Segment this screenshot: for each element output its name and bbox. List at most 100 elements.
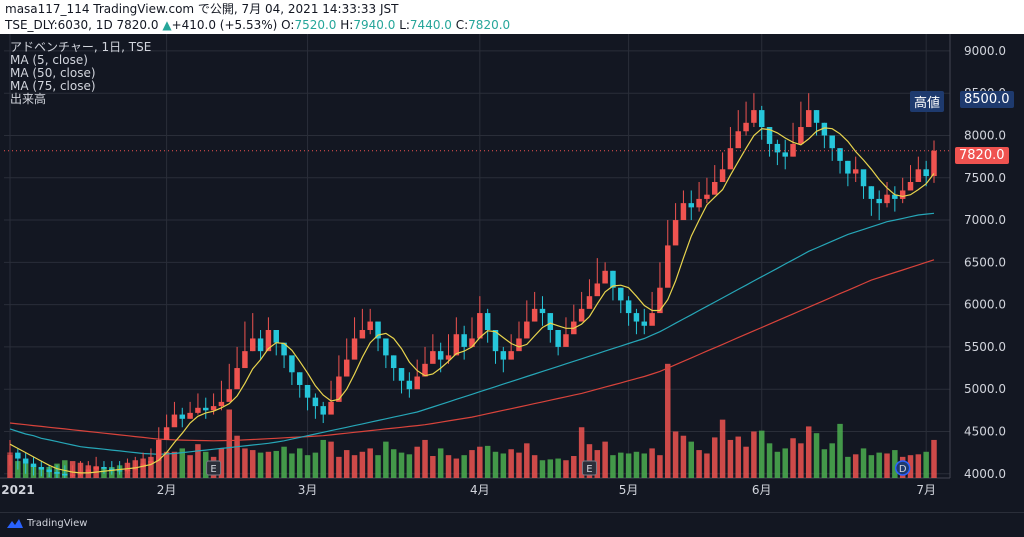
volume-bar (547, 459, 554, 478)
candle-body (782, 152, 788, 157)
candle-body (907, 182, 914, 191)
candle-body (343, 359, 350, 377)
candle-body (743, 122, 749, 132)
x-tick-label: 2月 (157, 483, 177, 497)
volume-bar (187, 455, 193, 478)
candle-body (657, 287, 663, 314)
last-price: 7820.0 (116, 18, 159, 32)
volume-bar (680, 435, 687, 478)
volume-bar (250, 450, 256, 478)
candle-body (7, 452, 13, 454)
candle-body (273, 330, 279, 343)
x-tick-label: 6月 (752, 483, 772, 497)
candle-body (899, 190, 906, 199)
candle-body (30, 463, 37, 468)
volume-bar (163, 451, 170, 478)
candle-body (680, 203, 687, 221)
candle-body (148, 461, 154, 464)
volume-bar (657, 455, 663, 478)
candle-body (85, 469, 92, 473)
volume-bar (7, 454, 13, 478)
candle-body (210, 406, 217, 411)
volume-bar (304, 455, 311, 478)
candle-body (719, 169, 726, 182)
candle-body (54, 472, 60, 474)
volume-bar (774, 451, 781, 478)
chart-area[interactable]: 4000.0 4500.0 5000.0 5500.0 6000.0 6500.0 7000… (0, 34, 1024, 512)
candle-body (555, 330, 561, 347)
legend-ma50[interactable]: MA (50, close) (10, 66, 96, 80)
candle-body (641, 321, 648, 326)
candle-body (531, 308, 538, 322)
low-label: L: (399, 18, 410, 32)
candle-body (359, 330, 366, 339)
candle-body (430, 351, 436, 364)
volume-bar (790, 438, 796, 478)
ma5-line (9, 127, 935, 474)
volume-bar (359, 451, 366, 478)
brand-label: TradingView (27, 517, 88, 529)
volume-bar (845, 456, 851, 478)
candle-body (328, 401, 334, 415)
candle-body (868, 186, 875, 199)
volume-bar (351, 455, 358, 478)
volume-bar (218, 448, 225, 478)
x-tick-label: 4月 (470, 483, 490, 497)
change-value: +410.0 (+5.53%) (171, 18, 278, 32)
y-tick-label: 9000.0 (964, 44, 1006, 58)
volume-bar (727, 439, 734, 478)
legend-volume[interactable]: 出来高 (10, 92, 47, 106)
candle-body (187, 412, 193, 419)
candle-body (594, 283, 601, 297)
volume-bar (688, 441, 694, 478)
volume-bar (868, 455, 875, 478)
legend-ma75[interactable]: MA (75, close) (10, 79, 96, 93)
volume-bar (915, 454, 922, 478)
volume-bar (923, 451, 929, 478)
volume-bar (852, 454, 859, 478)
tradingview-logo[interactable]: TradingView (6, 517, 87, 529)
volume-bar (265, 451, 272, 478)
volume-bar (500, 453, 507, 478)
candle-body (406, 380, 413, 390)
volume-bar (578, 427, 585, 478)
candle-body (618, 287, 624, 301)
volume-bar (594, 450, 601, 478)
candle-body (46, 469, 52, 473)
volume-bar (665, 363, 671, 478)
candle-body (281, 342, 287, 356)
candle-body (93, 467, 99, 470)
price-chart[interactable]: 4000.0 4500.0 5000.0 5500.0 6000.0 6500.0 7000… (0, 34, 1024, 512)
volume-bar (641, 453, 648, 478)
candle-body (477, 313, 483, 339)
candle-body (203, 407, 209, 411)
y-tick-label: 5500.0 (964, 340, 1006, 354)
candle-body (226, 389, 232, 402)
volume-bar (837, 423, 843, 478)
volume-bar (437, 448, 444, 478)
candle-body (829, 135, 835, 149)
volume-bar (571, 456, 577, 478)
y-tick-label: 7000.0 (964, 213, 1006, 227)
candle-body (234, 368, 240, 390)
candle-body (453, 334, 460, 356)
volume-bar (649, 448, 655, 478)
volume-bar (766, 443, 773, 478)
candle-body (860, 169, 867, 187)
volume-bar (445, 455, 452, 478)
volume-bar (281, 446, 287, 478)
high-tag-value: 8500.0 (960, 91, 1014, 108)
volume-bar (179, 448, 186, 478)
candle-body (516, 338, 522, 352)
candle-body (852, 169, 859, 174)
volume-bar (477, 446, 483, 478)
change-arrow-icon: ▲ (162, 18, 172, 32)
candle-body (539, 308, 546, 314)
x-tick-label: 5月 (619, 483, 639, 497)
volume-bar (821, 449, 828, 478)
legend-ma5[interactable]: MA (5, close) (10, 53, 88, 67)
volume-bar (892, 450, 898, 478)
volume-bar (563, 460, 569, 478)
candle-body (101, 467, 107, 469)
candle-body (774, 143, 781, 153)
